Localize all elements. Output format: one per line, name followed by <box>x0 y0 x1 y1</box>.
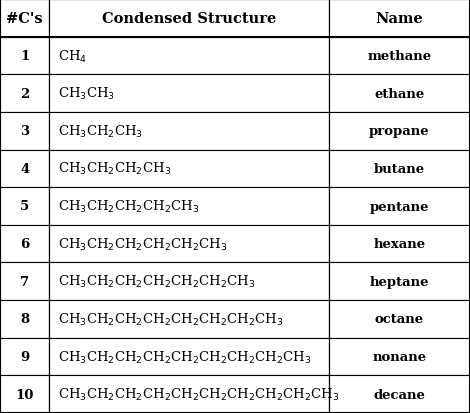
Bar <box>0 300 49 338</box>
Text: butane: butane <box>374 162 425 176</box>
Text: decane: decane <box>374 388 425 401</box>
Text: 1: 1 <box>20 50 29 63</box>
Bar <box>49 300 329 338</box>
Bar <box>329 188 470 225</box>
Text: 7: 7 <box>20 275 29 288</box>
Bar <box>329 375 470 413</box>
Bar <box>0 338 49 375</box>
Bar <box>49 263 329 300</box>
Bar <box>49 375 329 413</box>
Bar <box>0 225 49 263</box>
Bar <box>49 225 329 263</box>
Bar <box>0 263 49 300</box>
Bar <box>49 300 329 338</box>
Bar <box>49 338 329 375</box>
Bar <box>329 75 470 113</box>
Text: octane: octane <box>375 313 424 325</box>
Bar <box>49 375 329 413</box>
Bar <box>329 0 470 38</box>
Bar <box>49 225 329 263</box>
Bar <box>0 375 49 413</box>
Bar <box>329 113 470 150</box>
Text: pentane: pentane <box>370 200 429 213</box>
Bar <box>329 38 470 75</box>
Text: 4: 4 <box>20 162 29 176</box>
Bar <box>0 38 49 75</box>
Bar <box>0 300 49 338</box>
Text: hexane: hexane <box>374 237 425 251</box>
Bar <box>49 113 329 150</box>
Bar <box>329 113 470 150</box>
Bar <box>329 150 470 188</box>
Text: 6: 6 <box>20 237 29 251</box>
Bar <box>49 38 329 75</box>
Bar <box>0 38 49 75</box>
Bar <box>329 263 470 300</box>
Text: 3: 3 <box>20 125 29 138</box>
Bar <box>49 263 329 300</box>
Text: CH$_3$CH$_2$CH$_2$CH$_2$CH$_2$CH$_3$: CH$_3$CH$_2$CH$_2$CH$_2$CH$_2$CH$_3$ <box>58 236 227 252</box>
Bar <box>49 38 329 75</box>
Bar <box>0 75 49 113</box>
Text: methane: methane <box>368 50 431 63</box>
Text: Condensed Structure: Condensed Structure <box>102 12 276 26</box>
Bar <box>329 263 470 300</box>
Bar <box>49 188 329 225</box>
Bar <box>329 338 470 375</box>
Bar <box>329 0 470 38</box>
Text: CH$_3$CH$_2$CH$_2$CH$_2$CH$_2$CH$_2$CH$_3$: CH$_3$CH$_2$CH$_2$CH$_2$CH$_2$CH$_2$CH$_… <box>58 273 255 290</box>
Bar <box>0 188 49 225</box>
Text: CH$_4$: CH$_4$ <box>58 48 87 64</box>
Text: nonane: nonane <box>372 350 427 363</box>
Text: CH$_3$CH$_2$CH$_2$CH$_2$CH$_2$CH$_2$CH$_2$CH$_2$CH$_3$: CH$_3$CH$_2$CH$_2$CH$_2$CH$_2$CH$_2$CH$_… <box>58 349 311 365</box>
Text: 5: 5 <box>20 200 29 213</box>
Bar <box>0 188 49 225</box>
Text: 8: 8 <box>20 313 29 325</box>
Bar <box>0 150 49 188</box>
Bar <box>49 188 329 225</box>
Bar <box>0 375 49 413</box>
Text: 10: 10 <box>16 388 34 401</box>
Text: heptane: heptane <box>370 275 429 288</box>
Bar <box>49 338 329 375</box>
Bar <box>49 75 329 113</box>
Bar <box>329 300 470 338</box>
Bar <box>0 113 49 150</box>
Text: Name: Name <box>376 12 423 26</box>
Bar <box>0 150 49 188</box>
Bar <box>0 75 49 113</box>
Bar <box>0 0 49 38</box>
Bar <box>0 0 49 38</box>
Text: propane: propane <box>369 125 430 138</box>
Bar <box>329 75 470 113</box>
Bar <box>49 113 329 150</box>
Text: 9: 9 <box>20 350 29 363</box>
Bar <box>49 75 329 113</box>
Bar <box>329 150 470 188</box>
Text: CH$_3$CH$_2$CH$_2$CH$_3$: CH$_3$CH$_2$CH$_2$CH$_3$ <box>58 161 171 177</box>
Bar <box>329 375 470 413</box>
Text: CH$_3$CH$_2$CH$_2$CH$_2$CH$_2$CH$_2$CH$_2$CH$_3$: CH$_3$CH$_2$CH$_2$CH$_2$CH$_2$CH$_2$CH$_… <box>58 311 283 327</box>
Text: CH$_3$CH$_2$CH$_2$CH$_2$CH$_3$: CH$_3$CH$_2$CH$_2$CH$_2$CH$_3$ <box>58 199 199 214</box>
Text: CH$_3$CH$_3$: CH$_3$CH$_3$ <box>58 86 115 102</box>
Bar <box>329 38 470 75</box>
Text: 2: 2 <box>20 88 29 100</box>
Bar <box>0 225 49 263</box>
Bar <box>329 338 470 375</box>
Text: ethane: ethane <box>375 88 424 100</box>
Bar <box>49 0 329 38</box>
Text: CH$_3$CH$_2$CH$_3$: CH$_3$CH$_2$CH$_3$ <box>58 123 143 140</box>
Bar <box>329 300 470 338</box>
Bar <box>49 150 329 188</box>
Bar <box>49 0 329 38</box>
Bar <box>329 188 470 225</box>
Bar <box>0 263 49 300</box>
Bar <box>0 113 49 150</box>
Bar <box>329 225 470 263</box>
Text: #C's: #C's <box>7 12 43 26</box>
Bar <box>329 225 470 263</box>
Text: CH$_3$CH$_2$CH$_2$CH$_2$CH$_2$CH$_2$CH$_2$CH$_2$CH$_2$CH$_3$: CH$_3$CH$_2$CH$_2$CH$_2$CH$_2$CH$_2$CH$_… <box>58 386 339 402</box>
Bar <box>0 338 49 375</box>
Bar <box>49 150 329 188</box>
